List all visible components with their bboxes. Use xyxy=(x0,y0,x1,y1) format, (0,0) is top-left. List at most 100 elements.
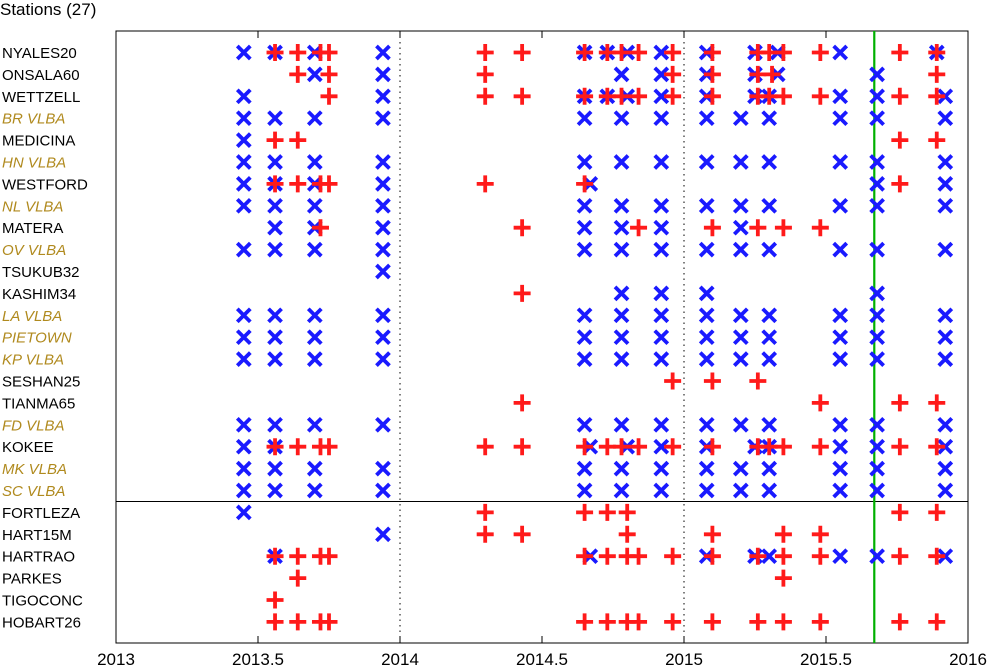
plus-marker xyxy=(320,613,338,631)
x-marker xyxy=(732,241,749,258)
station-label: SESHAN25 xyxy=(2,374,80,391)
x-marker xyxy=(832,88,849,105)
plus-marker xyxy=(630,547,648,565)
x-marker xyxy=(761,460,778,477)
x-marker xyxy=(832,548,849,565)
x-marker xyxy=(937,110,954,127)
x-marker xyxy=(235,504,252,521)
plus-marker xyxy=(476,525,494,543)
x-marker xyxy=(375,66,391,83)
x-marker xyxy=(235,329,252,346)
x-marker xyxy=(869,548,885,565)
plus-marker xyxy=(811,613,829,631)
x-marker xyxy=(732,416,749,433)
plus-marker xyxy=(760,44,778,61)
x-marker xyxy=(832,154,849,170)
plus-marker xyxy=(476,65,494,83)
x-marker xyxy=(576,329,593,346)
station-label: PIETOWN xyxy=(2,330,72,347)
x-marker xyxy=(869,438,885,455)
x-marker xyxy=(698,110,715,127)
plus-marker xyxy=(760,87,778,105)
station-label: FD VLBA xyxy=(2,417,65,434)
x-marker xyxy=(235,88,252,105)
x-marker xyxy=(832,351,849,367)
plus-marker xyxy=(266,591,284,609)
plus-marker xyxy=(928,613,946,631)
plus-marker xyxy=(630,44,648,61)
x-marker xyxy=(375,460,391,477)
x-marker xyxy=(937,416,954,433)
x-marker xyxy=(698,460,715,477)
x-marker xyxy=(869,241,885,258)
x-marker xyxy=(375,482,391,499)
plus-marker xyxy=(664,613,682,631)
plus-marker xyxy=(749,613,767,631)
x-marker xyxy=(653,241,670,258)
plus-marker xyxy=(320,87,338,105)
plus-marker xyxy=(320,438,338,456)
x-tick-label: 2015.5 xyxy=(800,650,852,669)
x-marker xyxy=(761,329,778,346)
x-marker xyxy=(653,416,670,433)
x-marker xyxy=(869,197,885,214)
plus-marker xyxy=(598,438,616,456)
plus-marker xyxy=(513,394,531,412)
plus-marker xyxy=(891,175,909,193)
x-marker xyxy=(267,110,283,127)
x-marker xyxy=(613,66,630,83)
x-marker xyxy=(613,154,630,170)
station-label: LA VLBA xyxy=(2,308,62,325)
plus-marker xyxy=(774,569,792,587)
x-marker xyxy=(732,460,749,477)
x-marker xyxy=(869,88,885,105)
x-marker xyxy=(698,351,715,367)
plus-marker xyxy=(664,65,682,83)
x-marker xyxy=(235,154,252,170)
x-tick-label: 2014.5 xyxy=(516,650,568,669)
x-marker xyxy=(653,197,670,214)
plus-marker xyxy=(774,44,792,61)
x-marker xyxy=(375,329,391,346)
plus-marker xyxy=(630,438,648,456)
plus-marker xyxy=(289,547,307,565)
x-marker xyxy=(937,329,954,346)
plus-marker xyxy=(891,613,909,631)
x-marker xyxy=(937,154,954,170)
x-marker xyxy=(306,482,323,499)
x-marker xyxy=(869,329,885,346)
x-marker xyxy=(375,241,391,258)
x-marker xyxy=(375,110,391,127)
plus-marker xyxy=(811,44,829,61)
x-marker xyxy=(698,482,715,499)
plus-marker xyxy=(891,503,909,521)
x-marker xyxy=(613,219,630,236)
plus-marker xyxy=(266,175,284,193)
x-marker xyxy=(375,416,391,433)
plus-marker xyxy=(266,613,284,631)
x-marker xyxy=(576,482,593,499)
x-marker xyxy=(375,307,391,324)
x-marker xyxy=(267,482,283,499)
x-marker xyxy=(653,66,670,83)
x-marker xyxy=(267,154,283,170)
x-marker xyxy=(375,176,391,192)
x-marker xyxy=(306,329,323,346)
x-marker xyxy=(375,263,391,280)
x-marker xyxy=(832,307,849,324)
x-marker xyxy=(235,44,252,61)
x-marker xyxy=(576,110,593,127)
x-marker xyxy=(732,482,749,499)
plus-marker xyxy=(749,372,767,390)
x-marker xyxy=(832,329,849,346)
plus-marker xyxy=(811,87,829,105)
x-marker xyxy=(306,154,323,170)
x-marker xyxy=(653,460,670,477)
plus-marker xyxy=(703,219,721,237)
plus-marker xyxy=(630,87,648,105)
x-marker xyxy=(306,460,323,477)
x-marker xyxy=(653,88,670,105)
plus-marker xyxy=(760,438,778,456)
plus-marker xyxy=(476,175,494,193)
plus-marker xyxy=(664,547,682,565)
